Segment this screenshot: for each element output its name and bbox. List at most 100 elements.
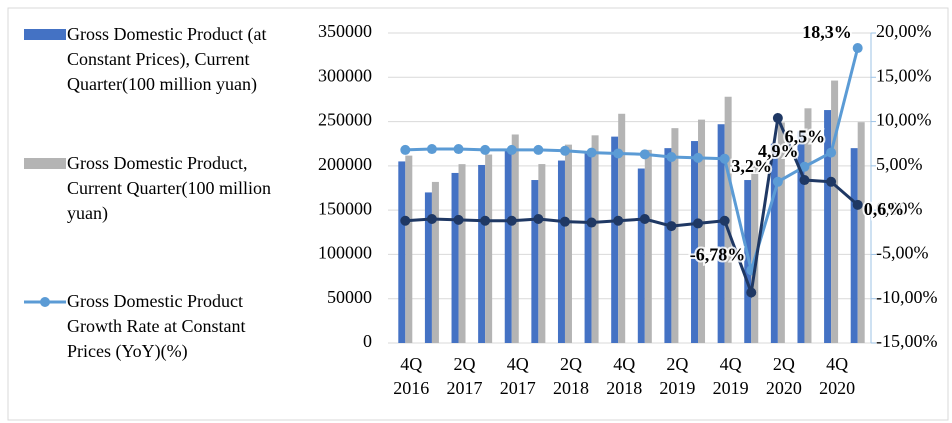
y2-tick-label: 0,00%: [876, 198, 923, 218]
data-label: 4,9%: [758, 141, 799, 161]
bar: [824, 110, 832, 343]
data-label: 3,2%: [731, 156, 772, 176]
y2-tick-label: -15,00%: [876, 331, 938, 351]
bar: [857, 122, 865, 343]
bar: [698, 119, 706, 343]
bar: [664, 148, 672, 343]
bar: [831, 80, 839, 343]
line-marker: [693, 152, 704, 163]
bar: [691, 141, 699, 343]
line-marker: [559, 145, 570, 156]
line-marker: [826, 147, 837, 158]
x-tick-label: 4Q: [507, 354, 529, 374]
bar: [504, 149, 512, 343]
line-marker: [639, 214, 650, 224]
bar: [850, 148, 858, 343]
bar: [458, 164, 466, 343]
bar: [405, 155, 413, 343]
line-marker: [666, 152, 677, 162]
bar: [538, 164, 546, 343]
y-tick-label: 200000: [318, 154, 372, 174]
legend-entry: Gross Domestic Product, Current Quarter(…: [22, 151, 292, 226]
y-tick-label: 0: [363, 331, 372, 351]
line-marker: [852, 199, 863, 210]
legend-swatch: [24, 29, 66, 40]
line-marker: [799, 161, 810, 172]
y-tick-label: 250000: [318, 110, 372, 130]
bar: [751, 160, 759, 343]
bar: [644, 149, 652, 343]
bar: [611, 136, 619, 343]
line-marker: [453, 214, 464, 225]
line-marker: [533, 214, 544, 224]
y-tick-label: 100000: [318, 243, 372, 263]
bar: [557, 160, 565, 343]
y2-tick-label: -5,00%: [876, 243, 929, 263]
legend-label: Gross Domestic Product, Current Quarter(…: [67, 153, 271, 223]
y2-tick-label: 15,00%: [876, 65, 932, 85]
x-tick-label: 2019: [713, 378, 749, 398]
chart-border: [7, 7, 949, 421]
bar: [564, 144, 572, 343]
data-label: 0,6%: [864, 199, 905, 219]
x-tick-label: 2017: [447, 378, 483, 398]
line-marker: [426, 214, 437, 224]
bar: [485, 154, 493, 343]
line-marker: [559, 216, 570, 227]
y-tick-label: 300000: [318, 65, 372, 85]
line-marker: [480, 144, 491, 155]
line-marker: [533, 144, 544, 155]
bar: [531, 180, 539, 343]
x-tick-label: 4Q: [826, 354, 848, 374]
line-marker: [400, 215, 411, 226]
line-marker: [586, 147, 597, 158]
legend-entry: Gross Domestic Product Growth Rate at Co…: [22, 289, 292, 364]
line-marker: [506, 144, 517, 155]
bar: [777, 122, 785, 343]
x-tick-label: 2018: [606, 378, 642, 398]
line-marker: [719, 215, 730, 226]
y2-tick-label: -10,00%: [876, 287, 938, 307]
line-marker: [826, 176, 837, 187]
line-marker: [746, 287, 757, 298]
line-marker: [719, 153, 730, 164]
bar: [424, 192, 432, 343]
line-marker: [426, 144, 437, 155]
bar: [591, 135, 599, 343]
data-label: 6,5%: [785, 127, 826, 147]
bar: [398, 161, 406, 343]
legend-swatch: [24, 158, 66, 169]
line-marker: [480, 215, 491, 226]
data-label: -6,78%: [690, 244, 746, 264]
bar: [431, 181, 439, 343]
x-tick-label: 2020: [819, 378, 855, 398]
bar: [618, 113, 626, 344]
line-marker: [613, 148, 624, 159]
line-marker: [613, 215, 624, 226]
x-tick-label: 2Q: [666, 354, 688, 374]
bar: [804, 108, 812, 343]
bar: [478, 164, 486, 343]
x-tick-label: 2Q: [560, 354, 582, 374]
legend-label: Gross Domestic Product Growth Rate at Co…: [67, 291, 246, 361]
data-label: 18,3%: [802, 22, 852, 42]
x-tick-label: 2020: [766, 378, 802, 398]
line-marker: [693, 218, 704, 229]
bar: [511, 134, 519, 343]
line-marker: [586, 217, 597, 228]
y2-tick-label: 20,00%: [876, 21, 932, 41]
bar: [451, 172, 459, 343]
line-marker: [400, 144, 411, 155]
x-tick-label: 2Q: [454, 354, 476, 374]
x-tick-label: 4Q: [720, 354, 742, 374]
legend-entry: Gross Domestic Product (at Constant Pric…: [22, 22, 292, 97]
legend-label: Gross Domestic Product (at Constant Pric…: [67, 24, 267, 94]
x-tick-label: 2Q: [773, 354, 795, 374]
x-tick-label: 4Q: [400, 354, 422, 374]
bar: [770, 143, 778, 343]
x-tick-label: 2017: [500, 378, 536, 398]
bar: [797, 131, 805, 343]
line-marker: [852, 43, 863, 54]
